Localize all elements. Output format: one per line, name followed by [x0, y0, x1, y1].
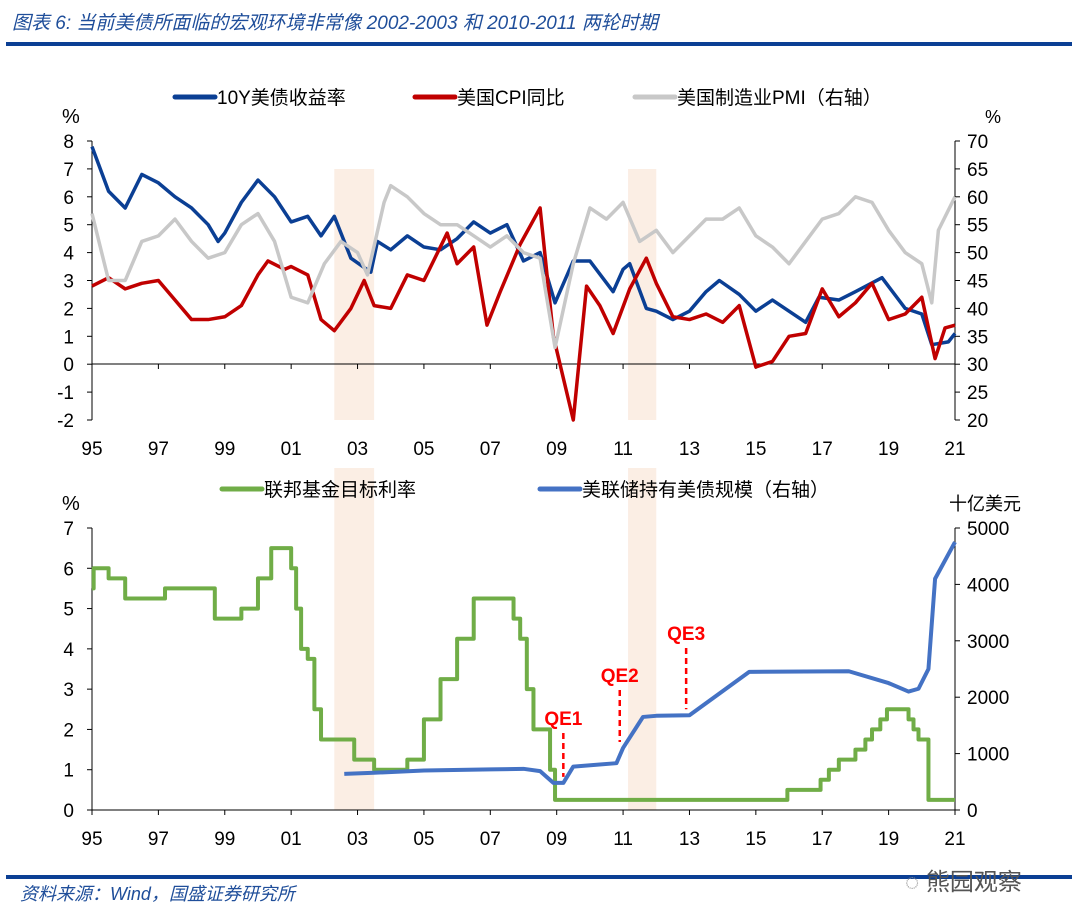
qe-annotation: QE2 — [601, 666, 639, 687]
x-tick-label: 99 — [214, 439, 235, 460]
y2-axis-unit: % — [985, 107, 1001, 127]
y2-tick-label: 0 — [967, 801, 978, 822]
y-tick-label: 3 — [63, 272, 74, 293]
y2-tick-label: 55 — [967, 216, 988, 237]
y2-tick-label: 2000 — [967, 688, 1009, 709]
shaded-period — [628, 468, 657, 810]
y-tick-label: 7 — [63, 519, 74, 540]
qe-annotation: QE1 — [544, 709, 582, 730]
y2-tick-label: 30 — [967, 355, 988, 376]
legend-label: 美联储持有美债规模（右轴） — [582, 479, 829, 501]
legend-label: 10Y美债收益率 — [217, 87, 346, 109]
y-tick-label: 4 — [63, 244, 74, 265]
x-tick-label: 05 — [413, 439, 434, 460]
series-line-0 — [91, 546, 955, 802]
shaded-period — [334, 169, 375, 420]
x-tick-label: 15 — [745, 829, 766, 850]
legend-label: 美国CPI同比 — [457, 87, 565, 109]
y-tick-label: 7 — [63, 160, 74, 181]
series-line-0 — [90, 145, 957, 347]
y-tick-label: 5 — [63, 216, 74, 237]
y2-tick-label: 3000 — [967, 632, 1009, 653]
y-tick-label: 0 — [63, 801, 74, 822]
y-tick-label: 3 — [63, 680, 74, 701]
legend-label: 美国制造业PMI（右轴） — [677, 87, 882, 109]
series-line-2 — [90, 183, 957, 350]
x-tick-label: 21 — [944, 829, 965, 850]
y-tick-label: 5 — [63, 600, 74, 621]
y2-tick-label: 5000 — [967, 519, 1009, 540]
y-tick-label: 4 — [63, 640, 74, 661]
x-tick-label: 01 — [281, 439, 302, 460]
y2-tick-label: 50 — [967, 244, 988, 265]
y-tick-label: 1 — [63, 327, 74, 348]
y2-tick-label: 65 — [967, 160, 988, 181]
x-tick-label: 11 — [613, 829, 633, 850]
x-tick-label: 07 — [480, 829, 501, 850]
y-axis-unit: % — [62, 493, 80, 515]
x-tick-label: 03 — [347, 829, 368, 850]
x-tick-label: 05 — [413, 829, 434, 850]
x-tick-label: 19 — [878, 439, 899, 460]
x-tick-label: 95 — [81, 439, 102, 460]
y2-tick-label: 20 — [967, 411, 988, 432]
y-tick-label: 6 — [63, 188, 74, 209]
x-tick-label: 21 — [944, 439, 965, 460]
y2-tick-label: 1000 — [967, 745, 1009, 766]
title-rule — [6, 42, 1072, 46]
series-line-1 — [344, 541, 957, 785]
y2-tick-label: 40 — [967, 299, 988, 320]
watermark: ◌ 熊园观察 — [905, 862, 1022, 897]
y-tick-label: 8 — [63, 132, 74, 153]
y-tick-label: 2 — [63, 720, 74, 741]
x-tick-label: 19 — [878, 829, 899, 850]
y-tick-label: 0 — [63, 355, 74, 376]
source-note: 资料来源：Wind，国盛证券研究所 — [20, 884, 295, 904]
y-tick-label: 2 — [63, 299, 74, 320]
y-axis-unit: % — [62, 106, 80, 128]
x-tick-label: 17 — [812, 829, 833, 850]
x-tick-label: 97 — [148, 439, 169, 460]
y2-tick-label: 25 — [967, 383, 988, 404]
x-tick-label: 15 — [745, 439, 766, 460]
y2-tick-label: 60 — [967, 188, 988, 209]
y-tick-label: 6 — [63, 559, 74, 580]
figure-title: 图表 6: 当前美债所面临的宏观环境非常像 2002-2003 和 2010-2… — [12, 13, 658, 34]
x-tick-label: 03 — [347, 439, 368, 460]
footer-rule — [6, 875, 1072, 879]
x-tick-label: 97 — [148, 829, 169, 850]
x-tick-label: 99 — [214, 829, 235, 850]
series-line-1 — [91, 206, 956, 422]
x-tick-label: 09 — [546, 439, 567, 460]
y2-tick-label: 4000 — [967, 575, 1009, 596]
y2-tick-label: 35 — [967, 327, 988, 348]
x-tick-label: 17 — [812, 439, 833, 460]
x-tick-label: 13 — [679, 439, 700, 460]
x-tick-label: 11 — [613, 439, 633, 460]
y-tick-label: -1 — [57, 383, 74, 404]
x-tick-label: 09 — [546, 829, 567, 850]
x-tick-label: 01 — [281, 829, 302, 850]
x-tick-label: 95 — [81, 829, 102, 850]
y2-axis-unit: 十亿美元 — [949, 494, 1021, 514]
y-tick-label: 1 — [63, 761, 74, 782]
legend-label: 联邦基金目标利率 — [264, 479, 416, 501]
x-tick-label: 07 — [480, 439, 501, 460]
y-tick-label: -2 — [57, 411, 74, 432]
wechat-icon: ◌ — [905, 869, 926, 896]
y2-tick-label: 70 — [967, 132, 988, 153]
qe-annotation: QE3 — [667, 624, 705, 645]
watermark-text: 熊园观察 — [925, 869, 1022, 896]
x-tick-label: 13 — [679, 829, 700, 850]
y2-tick-label: 45 — [967, 272, 988, 293]
